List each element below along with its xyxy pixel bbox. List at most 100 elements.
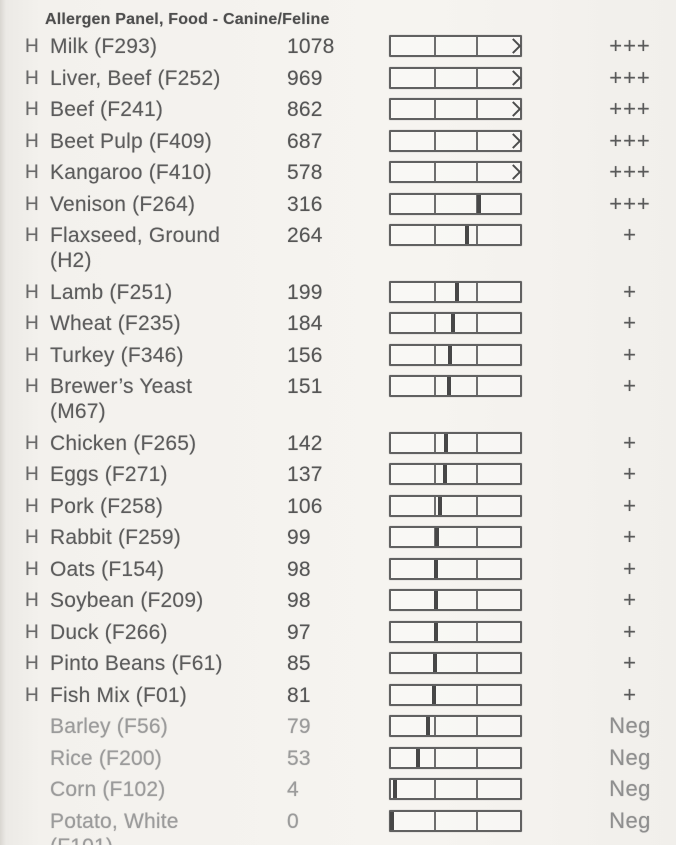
bar-value-tick-icon (448, 345, 453, 364)
high-flag: H (25, 225, 39, 246)
allergen-name-line1: Fish Mix (F01) (50, 683, 187, 707)
result-class-rating: Neg (609, 713, 651, 738)
bar-value-tick-icon (438, 496, 443, 515)
allergen-name-line1: Duck (F266) (50, 620, 168, 644)
bar-segment-divider-icon (433, 131, 436, 150)
result-value: 969 (287, 66, 323, 90)
allergen-name: Rice (F200) (50, 746, 287, 771)
allergen-name-line1: Wheat (F235) (50, 312, 181, 335)
allergen-name-line1: Corn (F102) (50, 778, 166, 801)
table-row: H Turkey (F346) 156 + (0, 342, 676, 368)
result-value: 98 (287, 557, 311, 581)
bar-segment-divider-icon (476, 496, 479, 515)
bar-segment-divider-icon (433, 345, 436, 364)
table-row: H Rabbit (F259) 99 + (0, 525, 676, 550)
bar-segment-divider-icon (433, 68, 436, 87)
result-bar (389, 557, 522, 580)
high-flag: H (25, 621, 39, 643)
bar-segment-divider-icon (476, 226, 479, 244)
result-class-rating: + (623, 373, 637, 398)
result-value: 862 (287, 98, 323, 121)
bar-segment-divider-icon (433, 377, 436, 395)
bar-segment-divider-icon (476, 748, 479, 767)
allergen-name-line1: Turkey (F346) (50, 343, 184, 367)
table-row: H Kangaroo (F410) 578 +++ (0, 160, 676, 185)
allergen-name: Fish Mix (F01) (50, 683, 287, 708)
allergen-name-line1: Liver, Beef (F252) (50, 66, 221, 90)
allergen-name-line1: Oats (F154) (50, 557, 165, 581)
high-flag: H (25, 684, 39, 706)
bar-value-tick-icon (392, 780, 397, 798)
panel-title: Allergen Panel, Food - Canine/Feline (45, 11, 330, 28)
allergen-name-line1: Potato, White (50, 809, 179, 833)
high-flag: H (25, 432, 39, 454)
bar-segment-divider-icon (433, 194, 436, 213)
bar-segment-divider-icon (433, 282, 436, 301)
result-bar (389, 192, 522, 215)
result-class-rating: +++ (609, 159, 651, 184)
allergen-name: Turkey (F346) (50, 343, 287, 368)
allergen-name-line1: Brewer’s Yeast (50, 375, 193, 398)
bar-segment-divider-icon (476, 559, 479, 578)
allergen-name: Soybean (F209) (50, 588, 287, 613)
bar-segment-divider-icon (433, 226, 436, 244)
bar-value-tick-icon (443, 465, 448, 483)
bar-segment-divider-icon (433, 163, 436, 181)
bar-segment-divider-icon (476, 68, 479, 87)
result-value: 578 (287, 161, 323, 184)
bar-segment-divider-icon (433, 811, 436, 830)
allergen-name: Milk (F293) (50, 34, 287, 59)
allergen-name: Lamb (F251) (50, 280, 287, 305)
allergen-name: Pork (F258) (50, 494, 287, 519)
table-row: H Eggs (F271) 137 + (0, 462, 676, 487)
bar-segment-divider-icon (433, 496, 436, 515)
bar-value-tick-icon (465, 226, 470, 244)
result-value: 79 (287, 715, 311, 738)
result-class-rating: +++ (609, 190, 651, 216)
results-table: H Milk (F293) 1078 +++ H Liver, Beef (F2… (0, 34, 676, 845)
allergen-name: Rabbit (F259) (50, 525, 287, 550)
allergen-name-line1: Pork (F258) (50, 494, 164, 518)
table-row: Corn (F102) 4 Neg (0, 777, 676, 802)
allergen-code-line2: (F101) (50, 834, 287, 845)
table-row: H Lamb (F251) 199 + (0, 279, 676, 305)
bar-segment-divider-icon (476, 528, 479, 546)
bar-value-tick-icon (435, 528, 440, 546)
allergen-name-line1: Milk (F293) (50, 35, 158, 58)
result-value: 264 (287, 224, 323, 247)
table-row: H Duck (F266) 97 + (0, 619, 676, 645)
result-class-rating: + (623, 461, 637, 486)
allergen-name: Eggs (F271) (50, 462, 287, 487)
allergen-name: Oats (F154) (50, 557, 287, 582)
bar-value-tick-icon (450, 314, 455, 332)
table-row: Potato, White (F101) 0 Neg (0, 808, 676, 845)
bar-value-tick-icon (431, 685, 436, 704)
result-value: 142 (287, 431, 323, 455)
bar-segment-divider-icon (433, 528, 436, 546)
bar-value-tick-icon (434, 591, 439, 609)
high-flag: H (25, 527, 39, 548)
allergen-name: Beef (F241) (50, 97, 287, 122)
table-row: H Venison (F264) 316 +++ (0, 190, 676, 217)
bar-value-tick-icon (416, 748, 421, 767)
result-value: 85 (287, 652, 311, 675)
high-flag: H (25, 344, 39, 366)
allergen-name: Corn (F102) (50, 777, 287, 802)
allergen-name-line1: Kangaroo (F410) (50, 161, 212, 184)
table-row: H Beet Pulp (F409) 687 +++ (0, 128, 676, 154)
bar-segment-divider-icon (476, 163, 479, 181)
result-bar (389, 809, 522, 832)
allergen-name: Liver, Beef (F252) (50, 66, 287, 91)
result-bar (389, 161, 522, 183)
result-bar (389, 652, 522, 674)
bar-value-tick-icon (447, 377, 452, 395)
high-flag: H (25, 495, 39, 517)
result-class-rating: + (623, 555, 637, 581)
high-flag: H (25, 281, 39, 303)
result-class-rating: + (623, 310, 637, 335)
result-class-rating: + (623, 222, 637, 247)
table-row: H Milk (F293) 1078 +++ (0, 34, 676, 59)
result-bar (389, 280, 522, 303)
result-value: 81 (287, 683, 311, 707)
